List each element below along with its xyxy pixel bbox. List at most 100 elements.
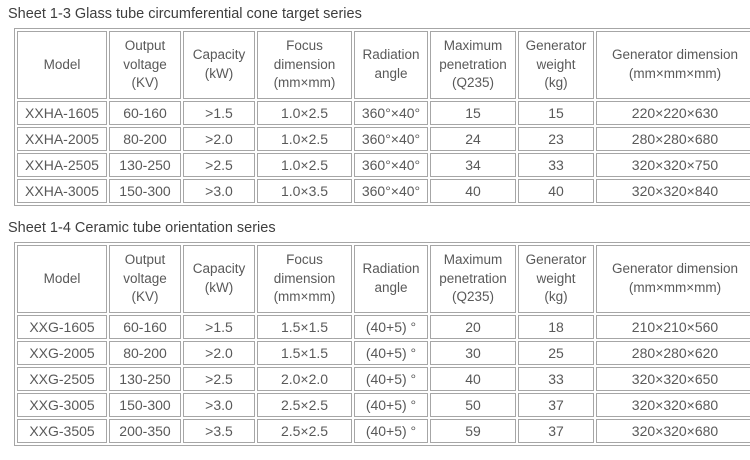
sheet-1-3-table: Model Output voltage (KV) Capacity (kW) …	[14, 28, 750, 206]
cell-generator-dimension: 280×280×680	[596, 127, 750, 151]
cell-focus-dimension: 1.0×2.5	[257, 127, 352, 151]
cell-model: XXG-2505	[17, 367, 107, 391]
cell-output-voltage: 60-160	[109, 315, 181, 339]
col-header-capacity: Capacity (kW)	[183, 245, 255, 313]
cell-output-voltage: 60-160	[109, 101, 181, 125]
cell-radiation-angle: 360°×40°	[354, 153, 428, 177]
cell-capacity: >3.5	[183, 419, 255, 443]
cell-focus-dimension: 1.0×3.5	[257, 179, 352, 203]
cell-generator-dimension: 320×320×750	[596, 153, 750, 177]
col-header-focus-dimension: Focus dimension (mm×mm)	[257, 245, 352, 313]
cell-model: XXG-3005	[17, 393, 107, 417]
col-header-max-penetration: Maximum penetration (Q235)	[430, 31, 516, 99]
cell-generator-dimension: 320×320×680	[596, 393, 750, 417]
cell-capacity: >3.0	[183, 179, 255, 203]
table-row: XXHA-3005 150-300 >3.0 1.0×3.5 360°×40° 40 40 3…	[17, 179, 750, 203]
cell-max-penetration: 40	[430, 367, 516, 391]
cell-generator-dimension: 320×320×840	[596, 179, 750, 203]
col-header-output-voltage: Output voltage (KV)	[109, 31, 181, 99]
table-row: XXHA-1605 60-160 >1.5 1.0×2.5 360°×40° 15 15 22…	[17, 101, 750, 125]
cell-generator-dimension: 320×320×680	[596, 419, 750, 443]
table-row: XXG-3005 150-300 >3.0 2.5×2.5 (40+5) ° 50 37 32…	[17, 393, 750, 417]
cell-generator-weight: 15	[518, 101, 594, 125]
cell-max-penetration: 20	[430, 315, 516, 339]
cell-radiation-angle: (40+5) °	[354, 419, 428, 443]
col-header-generator-weight: Generator weight (kg)	[518, 31, 594, 99]
col-header-generator-weight: Generator weight (kg)	[518, 245, 594, 313]
cell-model: XXHA-2505	[17, 153, 107, 177]
cell-generator-dimension: 210×210×560	[596, 315, 750, 339]
cell-focus-dimension: 1.5×1.5	[257, 341, 352, 365]
cell-capacity: >2.5	[183, 153, 255, 177]
cell-capacity: >2.0	[183, 341, 255, 365]
cell-generator-weight: 33	[518, 367, 594, 391]
col-header-focus-dimension: Focus dimension (mm×mm)	[257, 31, 352, 99]
cell-max-penetration: 34	[430, 153, 516, 177]
table-row: XXG-1605 60-160 >1.5 1.5×1.5 (40+5) ° 20 18 210…	[17, 315, 750, 339]
table-row: XXHA-2505 130-250 >2.5 1.0×2.5 360°×40° 34 33 3…	[17, 153, 750, 177]
table-row: XXHA-2005 80-200 >2.0 1.0×2.5 360°×40° 24 23 28…	[17, 127, 750, 151]
cell-max-penetration: 50	[430, 393, 516, 417]
cell-radiation-angle: (40+5) °	[354, 341, 428, 365]
cell-generator-weight: 33	[518, 153, 594, 177]
cell-max-penetration: 40	[430, 179, 516, 203]
cell-model: XXG-1605	[17, 315, 107, 339]
cell-capacity: >1.5	[183, 315, 255, 339]
cell-output-voltage: 150-300	[109, 179, 181, 203]
cell-generator-weight: 37	[518, 419, 594, 443]
cell-radiation-angle: (40+5) °	[354, 393, 428, 417]
sheet-1-3-title: Sheet 1-3 Glass tube circumferential con…	[8, 6, 362, 22]
cell-max-penetration: 24	[430, 127, 516, 151]
cell-output-voltage: 130-250	[109, 153, 181, 177]
sheet-1-4-table: Model Output voltage (KV) Capacity (kW) …	[14, 242, 750, 446]
cell-radiation-angle: 360°×40°	[354, 101, 428, 125]
cell-capacity: >1.5	[183, 101, 255, 125]
cell-model: XXG-3505	[17, 419, 107, 443]
table-row: XXG-3505 200-350 >3.5 2.5×2.5 (40+5) ° 59 37 32…	[17, 419, 750, 443]
col-header-max-penetration: Maximum penetration (Q235)	[430, 245, 516, 313]
col-header-model: Model	[17, 245, 107, 313]
cell-radiation-angle: 360°×40°	[354, 127, 428, 151]
cell-focus-dimension: 2.5×2.5	[257, 419, 352, 443]
header-row: Model Output voltage (KV) Capacity (kW) …	[17, 245, 750, 313]
cell-model: XXHA-3005	[17, 179, 107, 203]
cell-focus-dimension: 1.0×2.5	[257, 101, 352, 125]
cell-focus-dimension: 2.0×2.0	[257, 367, 352, 391]
header-row: Model Output voltage (KV) Capacity (kW) …	[17, 31, 750, 99]
cell-generator-weight: 37	[518, 393, 594, 417]
col-header-generator-dimension: Generator dimension (mm×mm×mm)	[596, 31, 750, 99]
cell-capacity: >2.5	[183, 367, 255, 391]
cell-model: XXHA-2005	[17, 127, 107, 151]
cell-focus-dimension: 1.0×2.5	[257, 153, 352, 177]
cell-generator-weight: 25	[518, 341, 594, 365]
cell-model: XXG-2005	[17, 341, 107, 365]
cell-generator-dimension: 220×220×630	[596, 101, 750, 125]
col-header-radiation-angle: Radiation angle	[354, 31, 428, 99]
cell-radiation-angle: (40+5) °	[354, 367, 428, 391]
cell-capacity: >3.0	[183, 393, 255, 417]
cell-model: XXHA-1605	[17, 101, 107, 125]
col-header-capacity: Capacity (kW)	[183, 31, 255, 99]
sheet-1-4-title: Sheet 1-4 Ceramic tube orientation serie…	[8, 220, 276, 236]
col-header-output-voltage: Output voltage (KV)	[109, 245, 181, 313]
col-header-generator-dimension: Generator dimension (mm×mm×mm)	[596, 245, 750, 313]
cell-output-voltage: 150-300	[109, 393, 181, 417]
cell-max-penetration: 15	[430, 101, 516, 125]
cell-max-penetration: 59	[430, 419, 516, 443]
cell-radiation-angle: 360°×40°	[354, 179, 428, 203]
cell-focus-dimension: 1.5×1.5	[257, 315, 352, 339]
cell-output-voltage: 80-200	[109, 127, 181, 151]
spec-sheet-page: Sheet 1-3 Glass tube circumferential con…	[8, 6, 750, 446]
col-header-model: Model	[17, 31, 107, 99]
sheet-1-4-table-body: XXG-1605 60-160 >1.5 1.5×1.5 (40+5) ° 20 18 210…	[17, 315, 750, 443]
table-row: XXG-2505 130-250 >2.5 2.0×2.0 (40+5) ° 40 33 32…	[17, 367, 750, 391]
cell-max-penetration: 30	[430, 341, 516, 365]
cell-generator-weight: 18	[518, 315, 594, 339]
cell-generator-weight: 23	[518, 127, 594, 151]
cell-focus-dimension: 2.5×2.5	[257, 393, 352, 417]
cell-generator-dimension: 280×280×620	[596, 341, 750, 365]
cell-output-voltage: 80-200	[109, 341, 181, 365]
cell-output-voltage: 200-350	[109, 419, 181, 443]
cell-output-voltage: 130-250	[109, 367, 181, 391]
cell-generator-weight: 40	[518, 179, 594, 203]
